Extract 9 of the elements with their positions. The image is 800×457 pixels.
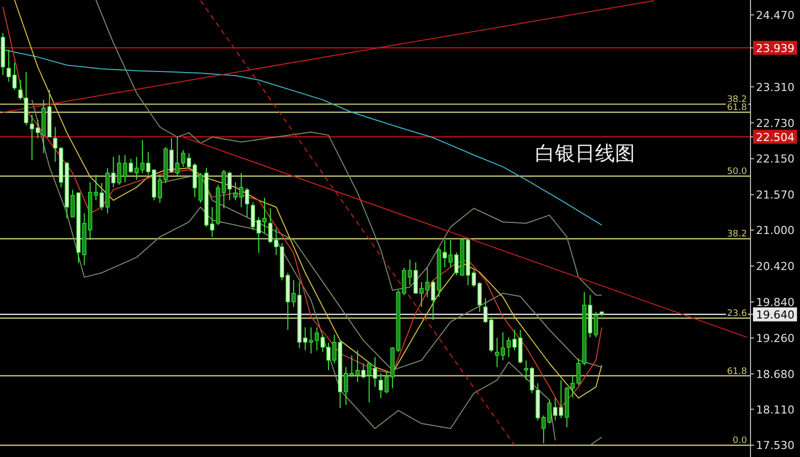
title: 白银日线图 — [534, 140, 635, 165]
annotation: 23.6 — [726, 308, 748, 320]
y-tick-label: 22.504 — [756, 130, 794, 144]
annotation: 38.2 — [726, 228, 748, 240]
y-tick-label: 19.640 — [756, 308, 794, 322]
annotation: 50.0 — [726, 166, 748, 178]
annotation: 61.8 — [726, 102, 748, 114]
annotation: 0.0 — [732, 435, 748, 446]
y-tick-label: 23.939 — [756, 42, 794, 55]
